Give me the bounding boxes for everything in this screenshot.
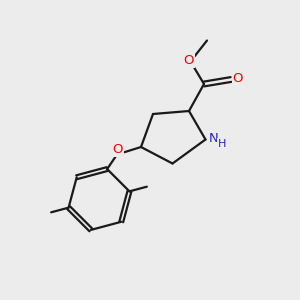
Text: N: N	[209, 132, 219, 146]
Text: O: O	[113, 143, 123, 156]
Text: H: H	[218, 139, 226, 149]
Text: O: O	[232, 72, 243, 85]
Text: O: O	[184, 54, 194, 68]
